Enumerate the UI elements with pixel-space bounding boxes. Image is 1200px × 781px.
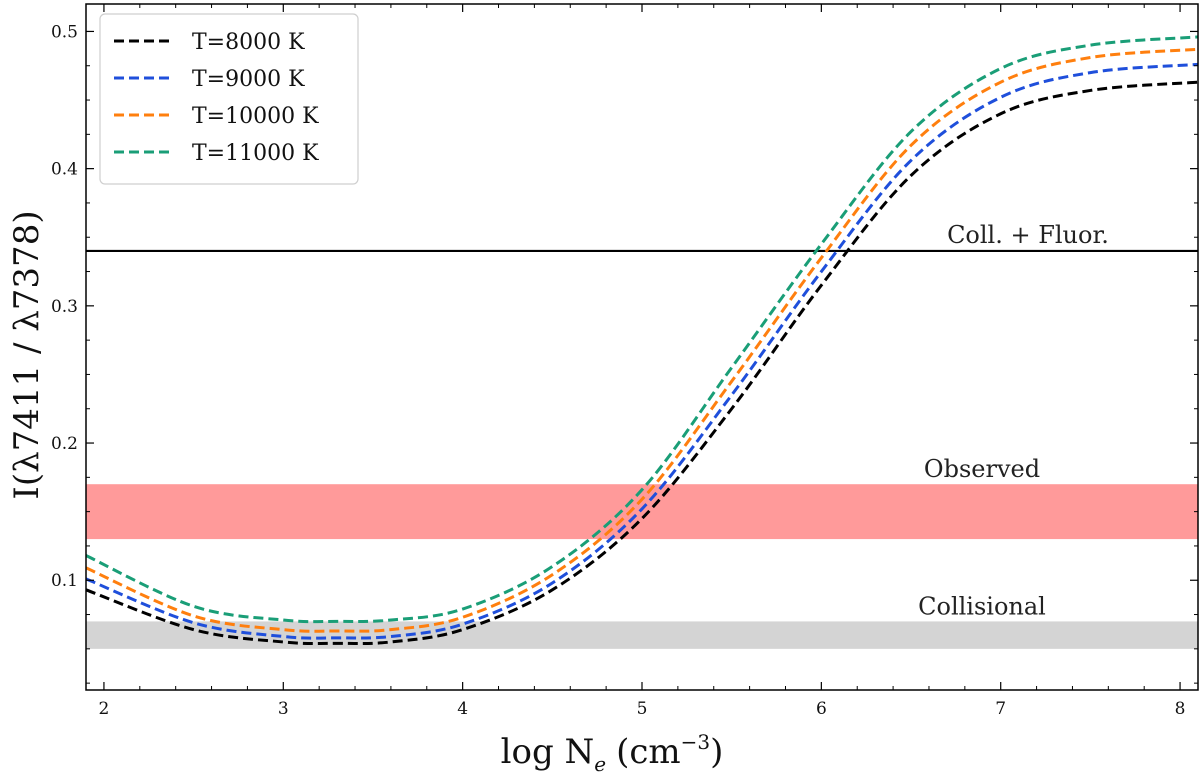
x-axis-label-superscript: −3 (681, 730, 710, 754)
annotations-layer: Observed Collisional Coll. + Fluor. (918, 221, 1109, 620)
series-line-t-11000-k (86, 35, 1198, 624)
x-tick-label: 6 (816, 699, 827, 719)
x-tick-label: 2 (99, 699, 110, 719)
y-tick-label: 0.4 (51, 160, 78, 180)
y-axis-label: I(λ7411 / λ7378) (7, 210, 47, 499)
x-tick-label: 5 (637, 699, 648, 719)
y-tick-label: 0.3 (51, 297, 78, 317)
x-axis-label-close: ) (710, 732, 723, 772)
series-line-t-9000-k (86, 62, 1198, 640)
x-axis-label: log Ne (cm−3) (501, 730, 724, 776)
legend-box (99, 13, 359, 185)
x-tick-label: 8 (1175, 699, 1186, 719)
x-tick-label: 7 (995, 699, 1006, 719)
band-collisional (86, 621, 1198, 649)
band-label-observed: Observed (924, 455, 1040, 483)
legend-label-t-8000-k: T=8000 K (192, 30, 305, 55)
x-axis-label-unit: (cm (616, 732, 681, 772)
legend-label-t-9000-k: T=9000 K (192, 67, 305, 92)
ticks-layer: 2 3 4 5 6 7 8 0.1 0.2 0.3 0.4 0.5 (51, 4, 1198, 719)
y-tick-label: 0.2 (51, 434, 78, 454)
y-tick-label: 0.1 (51, 571, 78, 591)
legend: T=8000 K T=9000 K T=10000 K T=11000 K (99, 13, 359, 185)
legend-label-t-10000-k: T=10000 K (192, 104, 319, 129)
x-tick-label: 4 (457, 699, 468, 719)
y-tick-label: 0.5 (51, 22, 78, 42)
band-observed (86, 484, 1198, 540)
series-layer (86, 35, 1198, 646)
x-tick-label: 3 (278, 699, 289, 719)
series-line-t-10000-k (86, 47, 1198, 633)
x-axis-label-main: log N (501, 732, 595, 772)
x-axis-label-subscript: e (594, 752, 606, 776)
legend-label-t-11000-k: T=11000 K (192, 141, 319, 166)
band-label-collisional: Collisional (918, 592, 1046, 620)
series-line-t-8000-k (86, 80, 1198, 646)
bands-layer (86, 484, 1198, 649)
hline-label: Coll. + Fluor. (947, 221, 1109, 249)
